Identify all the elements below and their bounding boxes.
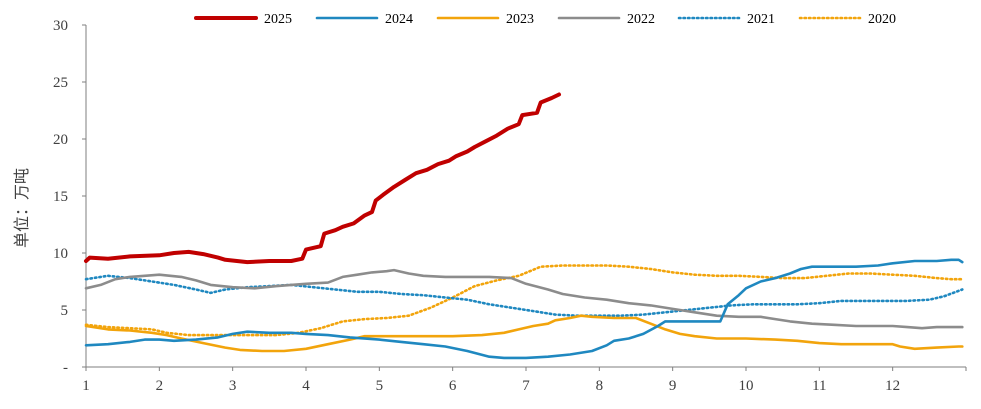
series-line-2025 — [84, 92, 561, 265]
x-tick-label: 7 — [522, 378, 530, 394]
x-tick-label: 9 — [669, 378, 677, 394]
x-tick-label: 11 — [812, 378, 826, 394]
legend-label-2021: 2021 — [747, 12, 775, 27]
series-line-2021 — [84, 274, 964, 318]
x-tick-label: 12 — [885, 378, 900, 394]
legend-label-2020: 2020 — [868, 12, 896, 27]
legend-label-2024: 2024 — [385, 12, 413, 27]
y-tick-label: 30 — [53, 18, 68, 34]
x-tick-label: 4 — [302, 378, 310, 394]
x-tick-label: 2 — [156, 378, 164, 394]
y-axis-title: 单位：万吨 — [13, 168, 31, 248]
y-tick-label: 20 — [53, 132, 68, 148]
series-line-2023 — [84, 314, 964, 353]
x-tick-label: 1 — [82, 378, 90, 394]
legend-label-2022: 2022 — [627, 12, 655, 27]
legend-label-2025: 2025 — [264, 12, 292, 27]
y-tick-label: 15 — [53, 189, 68, 205]
x-tick-label: 10 — [739, 378, 754, 394]
y-tick-label: 25 — [53, 75, 68, 91]
x-tick-label: 6 — [449, 378, 457, 394]
x-tick-label: 5 — [376, 378, 384, 394]
series-line-2024 — [84, 258, 964, 360]
x-tick-label: 3 — [229, 378, 237, 394]
series-line-2022 — [84, 268, 964, 330]
series-layer — [84, 92, 964, 360]
y-tick-label: 10 — [53, 246, 68, 262]
x-tick-label: 8 — [596, 378, 604, 394]
y-tick-label: 5 — [61, 303, 69, 319]
legend: 2025 2024 2023 2022 2021 2020 — [194, 12, 896, 27]
y-tick-label: - — [63, 360, 68, 376]
legend-label-2023: 2023 — [506, 12, 534, 27]
